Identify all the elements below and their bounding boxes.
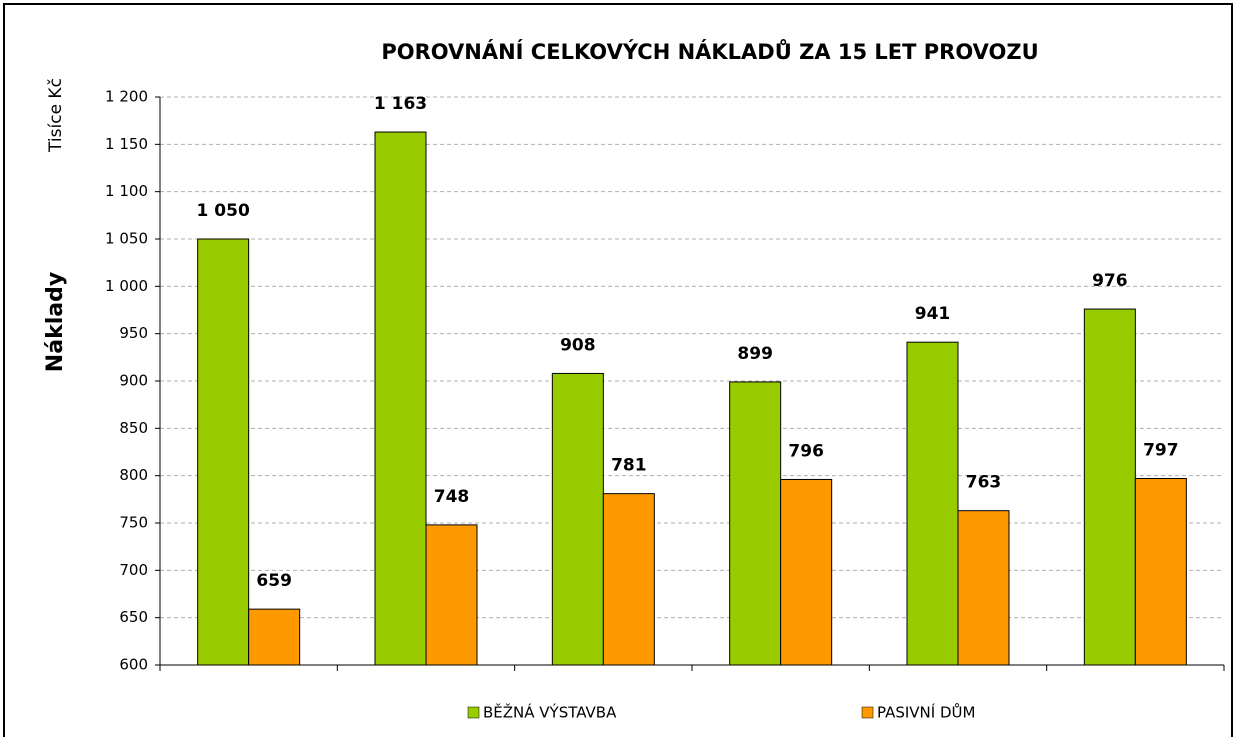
data-label: 781 — [611, 456, 647, 476]
bar — [1134, 478, 1187, 666]
bar — [906, 341, 959, 666]
y-tick-label: 700 — [119, 561, 148, 579]
y-tick-label: 900 — [119, 372, 148, 390]
y-tick-label: 750 — [119, 514, 148, 532]
data-label: 899 — [737, 344, 773, 364]
legend-label: PASIVNÍ DŮM — [877, 703, 975, 722]
data-label: 1 050 — [197, 201, 250, 221]
bar — [602, 493, 655, 666]
data-label: 908 — [560, 335, 596, 355]
bar — [1083, 308, 1136, 666]
legend-label: BĚŽNÁ VÝSTAVBA — [483, 703, 617, 722]
data-label: 796 — [788, 441, 824, 461]
legend-swatch — [861, 706, 874, 719]
y-tick-label: 1 150 — [105, 135, 148, 153]
bar — [780, 478, 833, 666]
y-axis-label: Náklady — [43, 272, 68, 372]
bar — [957, 510, 1010, 666]
y-tick-label: 1 000 — [105, 277, 148, 295]
bar — [551, 372, 604, 666]
data-label: 797 — [1143, 441, 1179, 461]
y-tick-label: 800 — [119, 466, 148, 484]
bar — [197, 238, 250, 666]
data-label: 763 — [966, 473, 1002, 493]
y-tick-label: 600 — [119, 656, 148, 674]
bar — [729, 381, 782, 666]
y-tick-label: 950 — [119, 324, 148, 342]
unit-label: Tisíce Kč — [46, 78, 66, 153]
data-label: 659 — [256, 571, 292, 591]
bar — [374, 131, 427, 666]
y-tick-label: 850 — [119, 419, 148, 437]
bar — [248, 608, 301, 666]
bar — [425, 524, 478, 666]
data-label: 748 — [434, 487, 470, 507]
legend-swatch — [467, 706, 480, 719]
chart-title: POROVNÁNÍ CELKOVÝCH NÁKLADŮ ZA 15 LET PR… — [381, 39, 1038, 64]
data-label: 1 163 — [374, 94, 427, 114]
data-label: 976 — [1092, 271, 1128, 291]
y-tick-label: 1 100 — [105, 182, 148, 200]
data-label: 941 — [915, 304, 951, 324]
y-tick-label: 1 050 — [105, 230, 148, 248]
y-tick-label: 650 — [119, 608, 148, 626]
y-tick-label: 1 200 — [105, 88, 148, 106]
